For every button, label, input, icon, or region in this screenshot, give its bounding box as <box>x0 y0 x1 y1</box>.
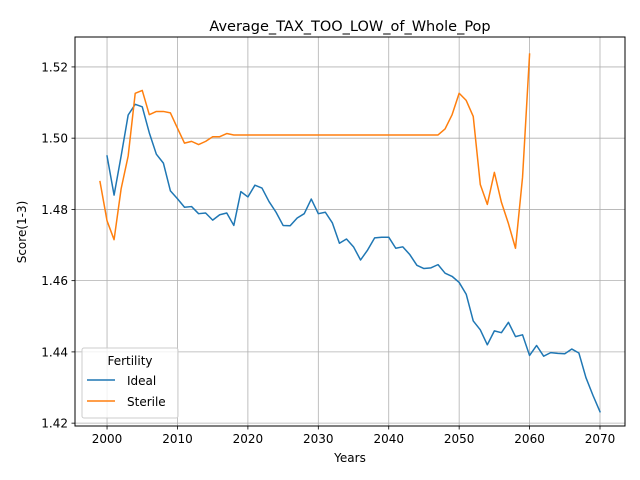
series-line-sterile <box>99 53 531 249</box>
y-tick-label: 1.52 <box>41 60 68 74</box>
y-tick-label: 1.42 <box>41 417 68 431</box>
x-tick-label: 2060 <box>514 432 545 446</box>
legend-title: Fertility <box>107 354 152 368</box>
x-tick-label: 2040 <box>373 432 404 446</box>
y-tick-label: 1.50 <box>41 132 68 146</box>
y-axis-label: Score(1-3) <box>15 201 29 264</box>
series-line-ideal <box>106 103 601 413</box>
plot-frame <box>74 36 626 427</box>
x-tick-label: 2050 <box>444 432 475 446</box>
legend-label-sterile: Sterile <box>127 395 166 409</box>
y-tick-label: 1.46 <box>41 274 68 288</box>
chart-title: Average_TAX_TOO_LOW_of_Whole_Pop <box>209 19 490 35</box>
x-tick-label: 2000 <box>92 432 123 446</box>
x-tick-label: 2020 <box>233 432 264 446</box>
x-tick-label: 2070 <box>585 432 616 446</box>
legend: Fertility Ideal Sterile <box>81 347 179 419</box>
grid-lines <box>75 37 625 426</box>
y-tick-label: 1.48 <box>41 203 68 217</box>
x-tick-label: 2030 <box>303 432 334 446</box>
legend-label-ideal: Ideal <box>127 374 156 388</box>
x-tick-label: 2010 <box>162 432 193 446</box>
x-axis-label: Years <box>333 451 366 465</box>
y-tick-label: 1.44 <box>41 345 68 359</box>
series-lines <box>99 53 601 413</box>
axis-ticks: 2000 2010 2020 2030 2040 2050 2060 2070 1.42 1.44… <box>41 60 615 446</box>
